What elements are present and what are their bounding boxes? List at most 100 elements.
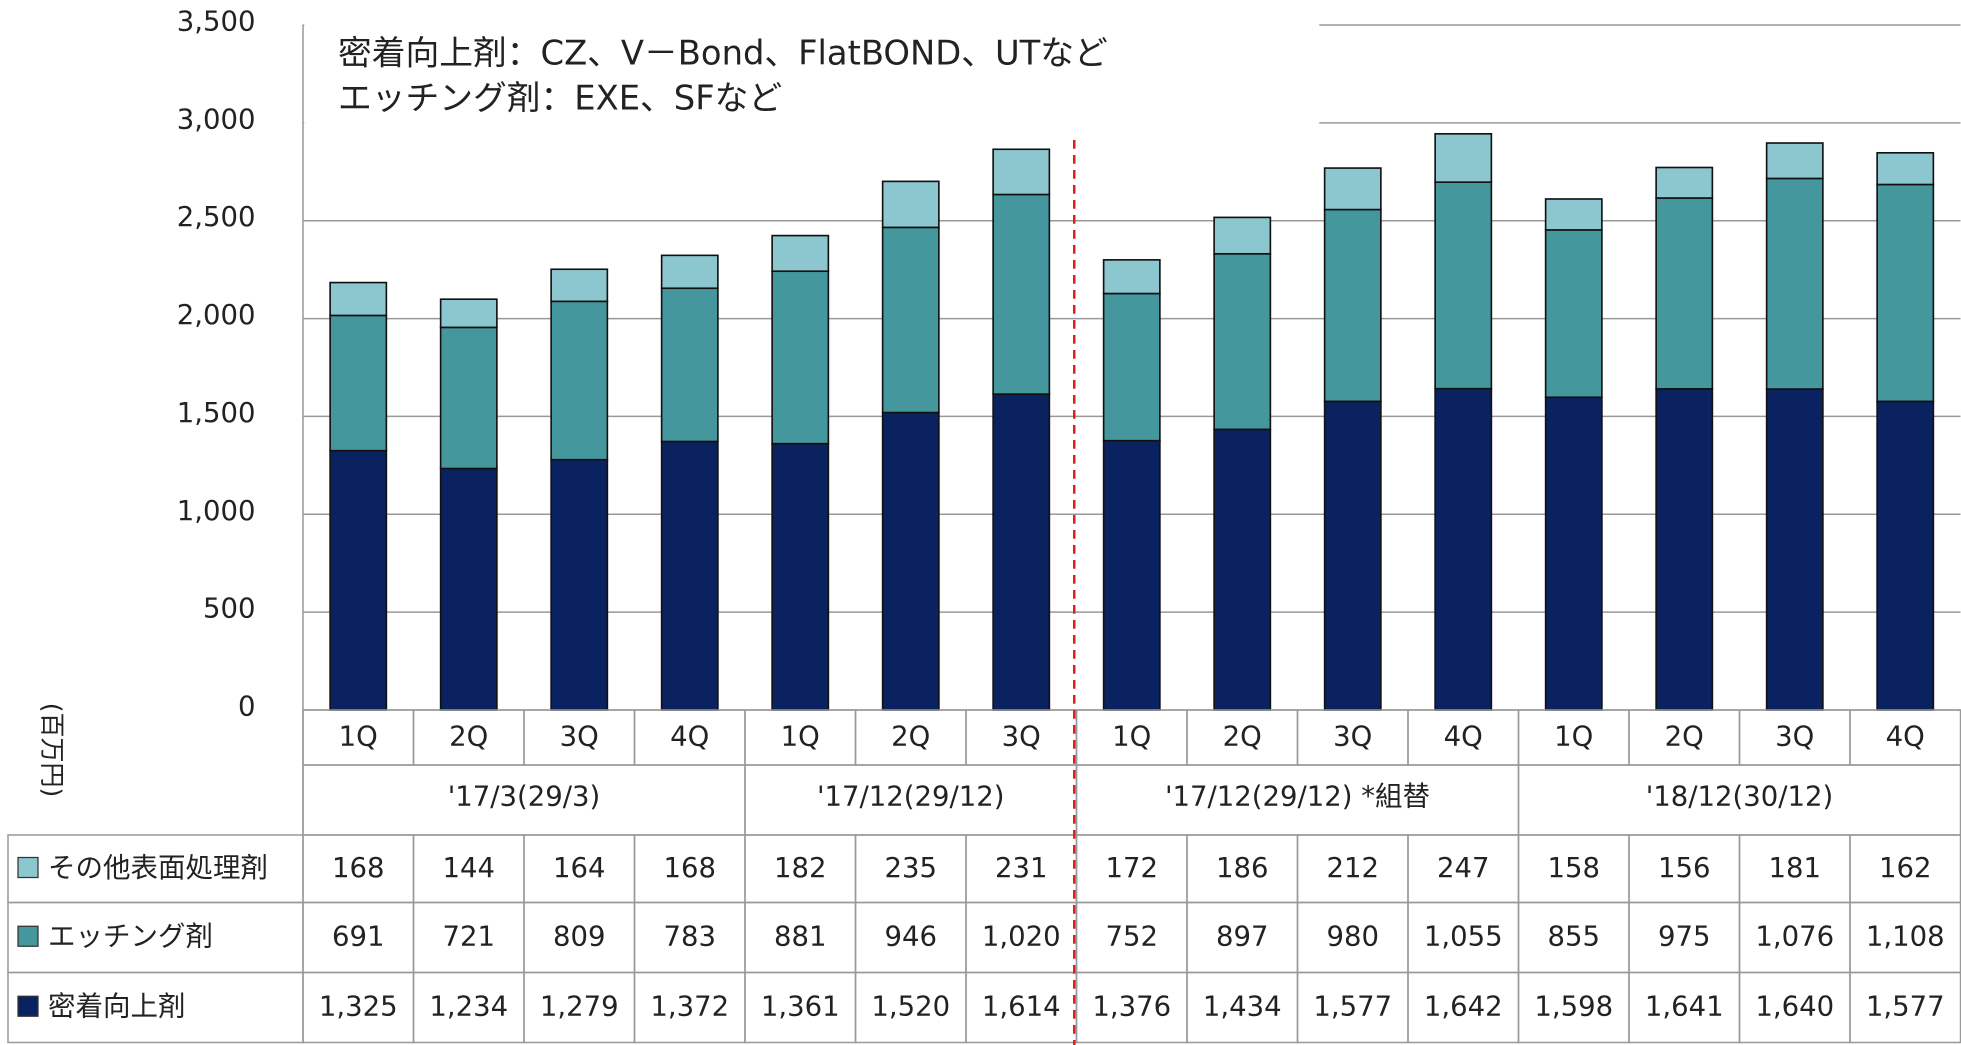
table-value: 881 — [774, 921, 827, 953]
table-value: 168 — [664, 852, 717, 884]
table-value: 1,641 — [1645, 991, 1724, 1023]
bar-segment — [771, 234, 830, 273]
y-tick-label: 1,000 — [177, 495, 256, 527]
bar-segment — [329, 314, 388, 452]
bar-segment — [1876, 151, 1935, 186]
bar-segment — [439, 467, 498, 711]
table-value: 1,234 — [429, 991, 508, 1023]
y-tick-label: 1,500 — [177, 397, 256, 429]
bar-segment — [1876, 183, 1935, 403]
bar-segment — [1102, 439, 1161, 711]
bar-segment — [1213, 216, 1272, 255]
legend-label: 密着向上剤 — [48, 991, 186, 1023]
table-value: 181 — [1769, 852, 1822, 884]
x-tick-label: 4Q — [670, 721, 709, 753]
x-tick-label: 1Q — [1112, 721, 1151, 753]
y-tick-label: 2,000 — [177, 299, 256, 331]
table-value: 809 — [553, 921, 606, 953]
y-tick-label: 500 — [203, 593, 256, 625]
group-label: '17/3(29/3) — [448, 781, 601, 813]
bar-segment — [1434, 387, 1493, 711]
x-tick-label: 3Q — [1333, 721, 1372, 753]
table-value: 1,108 — [1866, 921, 1945, 953]
bar-segment — [1213, 252, 1272, 431]
bar-segment — [550, 300, 609, 461]
table-value: 691 — [332, 921, 385, 953]
table-value: 1,279 — [540, 991, 619, 1023]
table-value: 235 — [885, 852, 938, 884]
table-value: 1,614 — [982, 991, 1061, 1023]
x-tick-label: 4Q — [1444, 721, 1483, 753]
bar-segment — [329, 449, 388, 711]
x-tick-label: 3Q — [1002, 721, 1041, 753]
table-value: 1,076 — [1755, 921, 1834, 953]
bar-segment — [992, 193, 1051, 395]
table-value: 182 — [774, 852, 827, 884]
bar-segment — [1876, 400, 1935, 711]
y-tick-label: 3,500 — [177, 6, 256, 38]
table-value: 144 — [443, 852, 496, 884]
y-tick-label: 2,500 — [177, 201, 256, 233]
x-tick-label: 1Q — [1554, 721, 1593, 753]
x-tick-label: 2Q — [449, 721, 488, 753]
x-tick-label: 2Q — [891, 721, 930, 753]
table-value: 1,577 — [1866, 991, 1945, 1023]
table-value: 1,642 — [1424, 991, 1503, 1023]
table-value: 980 — [1327, 921, 1380, 953]
bar-segment — [1323, 208, 1382, 403]
annotation: 密着向上剤：CZ、V－Bond、FlatBOND、UTなど — [338, 34, 1108, 73]
table-value: 946 — [885, 921, 938, 953]
bar-segment — [1213, 428, 1272, 711]
bar-segment — [1655, 388, 1714, 711]
legend-label: その他表面処理剤 — [48, 852, 268, 884]
bar-segment — [660, 287, 719, 443]
legend-swatch — [17, 856, 39, 879]
bar-segment — [1765, 177, 1824, 390]
table-value: 1,325 — [319, 991, 398, 1023]
bar-segment — [1434, 133, 1493, 183]
bar-segment — [1102, 259, 1161, 295]
bar-segment — [550, 268, 609, 303]
table-value: 186 — [1216, 852, 1269, 884]
table-value: 1,372 — [650, 991, 729, 1023]
table-value: 1,520 — [871, 991, 950, 1023]
bar-segment — [1765, 142, 1824, 180]
bar-segment — [660, 254, 719, 290]
table-value: 247 — [1437, 852, 1490, 884]
table-value: 212 — [1327, 852, 1380, 884]
bar-segment — [771, 442, 830, 711]
y-tick-label: 0 — [238, 691, 256, 723]
table-value: 156 — [1658, 852, 1711, 884]
x-tick-label: 2Q — [1665, 721, 1704, 753]
group-label: '17/12(29/12) — [817, 781, 1005, 813]
x-tick-label: 3Q — [1775, 721, 1814, 753]
bar-segment — [1655, 197, 1714, 390]
table-value: 1,577 — [1313, 991, 1392, 1023]
table-value: 855 — [1548, 921, 1601, 953]
table-value: 897 — [1216, 921, 1269, 953]
bar-segment — [329, 281, 388, 317]
table-value: 1,640 — [1755, 991, 1834, 1023]
table-value: 1,434 — [1203, 991, 1282, 1023]
group-label: '17/12(29/12) *組替 — [1165, 781, 1430, 813]
y-axis-label: (百万円) — [37, 703, 66, 798]
table-value: 168 — [332, 852, 385, 884]
x-tick-label: 4Q — [1886, 721, 1925, 753]
bar-segment — [992, 148, 1051, 196]
bar-segment — [881, 226, 940, 414]
annotation-box — [304, 17, 1320, 125]
bar-segment — [660, 440, 719, 711]
x-tick-label: 1Q — [339, 721, 378, 753]
bar-segment — [1323, 167, 1382, 211]
group-label: '18/12(30/12) — [1646, 781, 1834, 813]
table-value: 1,598 — [1534, 991, 1613, 1023]
bar-segment — [439, 298, 498, 329]
bar-segment — [1544, 229, 1603, 399]
bar-segment — [992, 393, 1051, 711]
legend-swatch — [17, 995, 39, 1017]
table-value: 162 — [1879, 852, 1932, 884]
bar-segment — [1102, 292, 1161, 442]
y-tick-label: 3,000 — [177, 103, 256, 135]
